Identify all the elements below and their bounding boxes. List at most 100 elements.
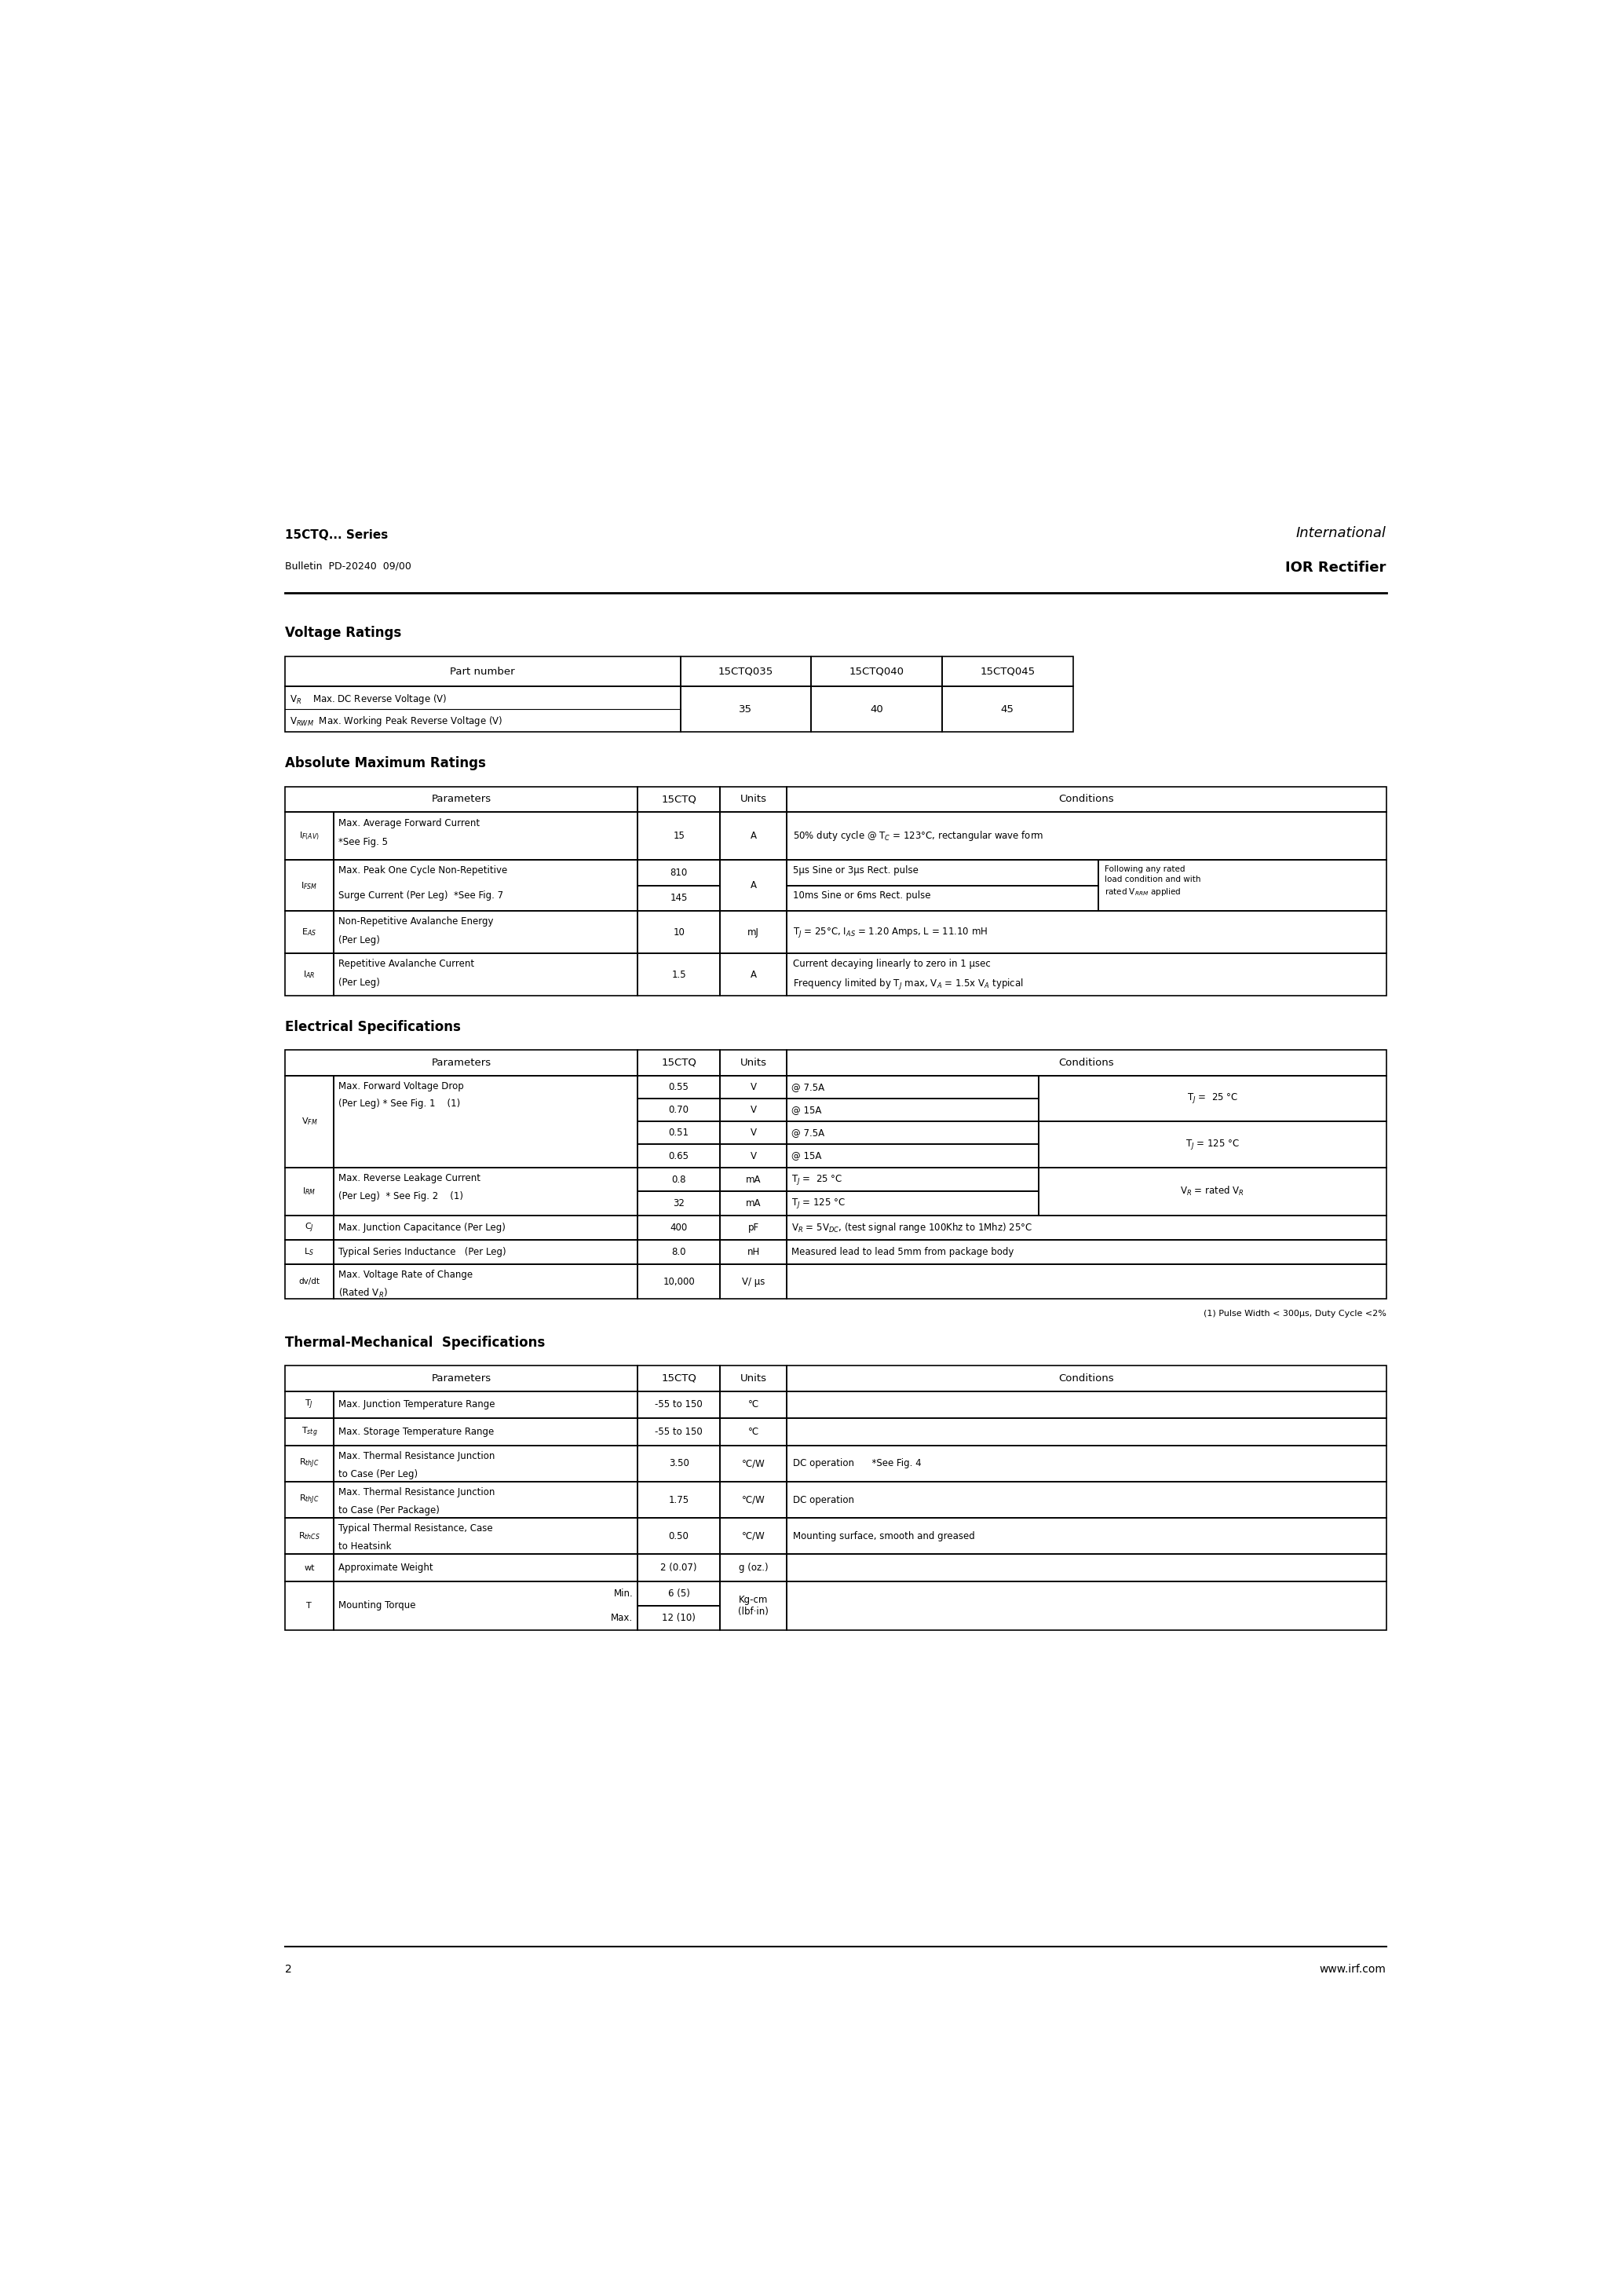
Bar — [787, 912, 1387, 953]
Bar — [637, 1518, 720, 1554]
Text: R$_{thJC}$: R$_{thJC}$ — [298, 1492, 320, 1506]
Text: dv/dt: dv/dt — [298, 1277, 320, 1286]
Text: (1) Pulse Width < 300µs, Duty Cycle <2%: (1) Pulse Width < 300µs, Duty Cycle <2% — [1204, 1311, 1387, 1318]
Text: (Rated V$_R$): (Rated V$_R$) — [339, 1288, 388, 1300]
Bar — [285, 1554, 334, 1582]
Text: Bulletin  PD-20240  09/00: Bulletin PD-20240 09/00 — [285, 560, 412, 572]
Text: -55 to 150: -55 to 150 — [655, 1426, 702, 1437]
Text: Current decaying linearly to zero in 1 µsec: Current decaying linearly to zero in 1 µ… — [793, 960, 991, 969]
Bar — [334, 1554, 637, 1582]
Text: V: V — [751, 1104, 756, 1116]
Text: 15CTQ: 15CTQ — [662, 1058, 696, 1068]
Bar — [334, 1582, 637, 1630]
Bar — [285, 953, 334, 996]
Text: Parameters: Parameters — [431, 1058, 491, 1068]
Text: Parameters: Parameters — [431, 1373, 491, 1384]
Bar — [637, 1166, 720, 1192]
Text: V: V — [751, 1127, 756, 1139]
Bar — [1038, 1075, 1387, 1120]
Text: °C/W: °C/W — [741, 1458, 766, 1469]
Bar — [334, 1215, 637, 1240]
Text: Max. Peak One Cycle Non-Repetitive: Max. Peak One Cycle Non-Repetitive — [339, 866, 508, 875]
Bar — [787, 1215, 1387, 1240]
Text: Conditions: Conditions — [1059, 1373, 1114, 1384]
Bar — [720, 1166, 787, 1192]
Text: International: International — [1296, 526, 1387, 540]
Bar — [285, 1265, 334, 1300]
Text: 2: 2 — [285, 1963, 292, 1975]
Bar — [285, 861, 334, 912]
Text: Frequency limited by T$_J$ max, V$_A$ = 1.5x V$_A$ typical: Frequency limited by T$_J$ max, V$_A$ = … — [793, 978, 1023, 992]
Bar — [787, 1446, 1387, 1481]
Text: 10,000: 10,000 — [663, 1277, 694, 1286]
Text: Absolute Maximum Ratings: Absolute Maximum Ratings — [285, 755, 485, 771]
Text: V: V — [751, 1081, 756, 1093]
Bar — [1038, 1166, 1387, 1215]
Text: Max. Junction Temperature Range: Max. Junction Temperature Range — [339, 1401, 495, 1410]
Text: °C/W: °C/W — [741, 1531, 766, 1541]
Text: to Heatsink: to Heatsink — [339, 1541, 391, 1552]
Bar — [637, 813, 720, 861]
Bar — [285, 1481, 334, 1518]
Bar — [285, 1166, 334, 1215]
Bar — [720, 1419, 787, 1446]
Bar — [285, 813, 334, 861]
Text: 6 (5): 6 (5) — [668, 1589, 689, 1598]
Text: 8.0: 8.0 — [672, 1247, 686, 1258]
Bar — [720, 1215, 787, 1240]
Text: V$_{FM}$: V$_{FM}$ — [302, 1116, 318, 1127]
Text: IOR Rectifier: IOR Rectifier — [1285, 560, 1387, 574]
Text: Max. Storage Temperature Range: Max. Storage Temperature Range — [339, 1426, 495, 1437]
Text: (Per Leg): (Per Leg) — [339, 978, 380, 987]
Text: T$_J$ = 25°C, I$_{AS}$ = 1.20 Amps, L = 11.10 mH: T$_J$ = 25°C, I$_{AS}$ = 1.20 Amps, L = … — [793, 925, 988, 939]
Bar — [637, 1366, 720, 1391]
Text: Max.: Max. — [611, 1612, 633, 1623]
Text: Max. Voltage Rate of Change: Max. Voltage Rate of Change — [339, 1270, 472, 1279]
Text: C$_J$: C$_J$ — [305, 1221, 315, 1235]
Bar — [787, 861, 1098, 886]
Text: Max. Thermal Resistance Junction: Max. Thermal Resistance Junction — [339, 1451, 495, 1460]
Bar — [720, 1265, 787, 1300]
Text: T$_{stg}$: T$_{stg}$ — [302, 1426, 318, 1437]
Bar — [720, 1446, 787, 1481]
Bar — [334, 1166, 637, 1215]
Bar — [720, 1120, 787, 1143]
Text: (Per Leg)  * See Fig. 2    (1): (Per Leg) * See Fig. 2 (1) — [339, 1192, 464, 1201]
Bar — [720, 1049, 787, 1075]
Bar — [787, 1192, 1038, 1215]
Bar — [334, 1481, 637, 1518]
Text: DC operation: DC operation — [793, 1495, 855, 1504]
Bar — [787, 1120, 1038, 1143]
Bar — [285, 687, 680, 732]
Bar — [334, 912, 637, 953]
Text: Electrical Specifications: Electrical Specifications — [285, 1019, 461, 1033]
Text: 0.55: 0.55 — [668, 1081, 689, 1093]
Text: Max. Reverse Leakage Current: Max. Reverse Leakage Current — [339, 1173, 480, 1182]
Text: wt: wt — [303, 1564, 315, 1573]
Text: Max. Forward Voltage Drop: Max. Forward Voltage Drop — [339, 1081, 464, 1091]
Text: R$_{thCS}$: R$_{thCS}$ — [298, 1531, 320, 1541]
Bar — [720, 1097, 787, 1120]
Text: Max. Average Forward Current: Max. Average Forward Current — [339, 817, 480, 829]
Bar — [285, 1391, 334, 1419]
Bar — [637, 1192, 720, 1215]
Text: www.irf.com: www.irf.com — [1320, 1963, 1387, 1975]
Text: 0.51: 0.51 — [668, 1127, 689, 1139]
Text: R$_{thJC}$: R$_{thJC}$ — [298, 1458, 320, 1469]
Text: (lbf·in): (lbf·in) — [738, 1607, 769, 1616]
Text: Thermal-Mechanical  Specifications: Thermal-Mechanical Specifications — [285, 1336, 545, 1350]
Text: Conditions: Conditions — [1059, 1058, 1114, 1068]
Bar — [637, 861, 720, 886]
Bar — [942, 657, 1072, 687]
Text: Repetitive Avalanche Current: Repetitive Avalanche Current — [339, 960, 474, 969]
Text: 15CTQ: 15CTQ — [662, 794, 696, 804]
Text: 15CTQ... Series: 15CTQ... Series — [285, 530, 388, 542]
Bar — [334, 1265, 637, 1300]
Bar — [637, 886, 720, 912]
Text: 3.50: 3.50 — [668, 1458, 689, 1469]
Text: V$_{RWM}$  Max. Working Peak Reverse Voltage (V): V$_{RWM}$ Max. Working Peak Reverse Volt… — [290, 714, 503, 728]
Text: T: T — [307, 1603, 311, 1609]
Text: @ 15A: @ 15A — [792, 1104, 822, 1116]
Text: Mounting surface, smooth and greased: Mounting surface, smooth and greased — [793, 1531, 975, 1541]
Text: Non-Repetitive Avalanche Energy: Non-Repetitive Avalanche Energy — [339, 916, 493, 928]
